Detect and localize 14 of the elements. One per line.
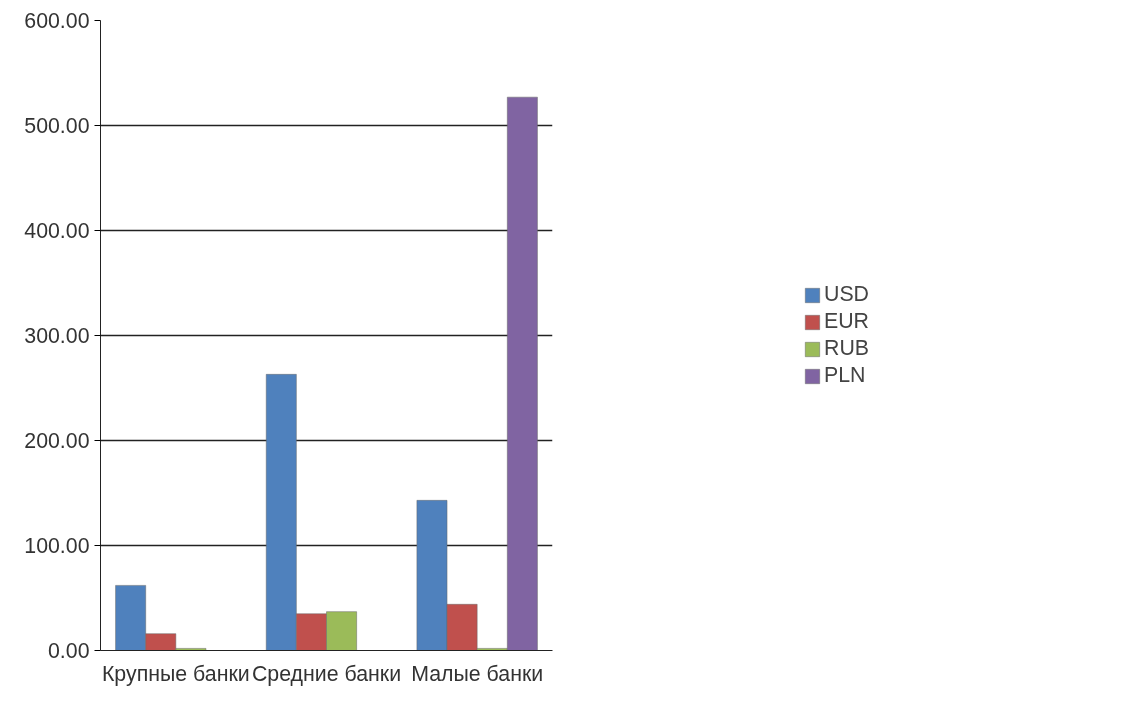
legend-label: EUR — [823, 309, 870, 334]
y-tick-label: 300.00 — [24, 324, 90, 348]
y-tick-label: 100.00 — [24, 534, 90, 558]
y-tick-label: 400.00 — [24, 219, 90, 243]
y-tick-label: 0.00 — [47, 639, 90, 663]
x-tick-label: Крупные банки — [101, 661, 250, 686]
x-tick-label: Малые банки — [411, 661, 544, 686]
legend-label: PLN — [823, 363, 866, 388]
y-tick-label: 500.00 — [24, 114, 90, 138]
legend-label: RUB — [823, 336, 870, 361]
y-tick-label: 600.00 — [24, 9, 90, 33]
legend-label: USD — [823, 282, 870, 307]
x-tick-label: Средние банки — [251, 661, 402, 686]
y-tick-label: 200.00 — [24, 429, 90, 453]
